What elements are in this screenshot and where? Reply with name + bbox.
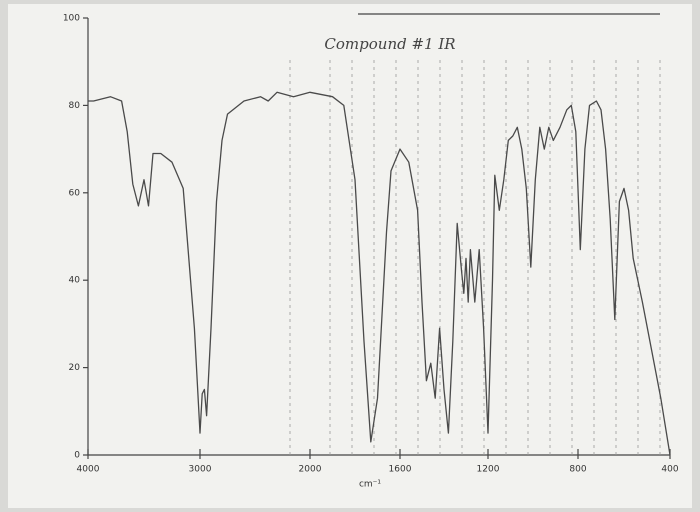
x-tick-label: 1600 <box>389 465 412 475</box>
spectrum-line <box>88 91 671 456</box>
y-tick-label: 40 <box>69 276 81 286</box>
x-axis-label: cm⁻¹ <box>359 480 381 490</box>
x-tick-label: 1200 <box>477 465 500 475</box>
y-tick-label: 20 <box>69 363 81 373</box>
y-tick-label: 60 <box>69 188 81 198</box>
y-tick-label: 80 <box>69 101 81 111</box>
x-tick-label: 4000 <box>77 465 100 475</box>
y-tick-label: 0 <box>74 451 80 461</box>
x-tick-label: 800 <box>569 465 586 475</box>
y-tick-label: 100 <box>63 14 80 24</box>
x-tick-label: 2000 <box>299 465 322 475</box>
paper <box>8 4 692 508</box>
x-tick-label: 3000 <box>189 465 212 475</box>
x-tick-label: 400 <box>661 465 678 475</box>
chart-title: Compound #1 IR <box>324 35 455 53</box>
